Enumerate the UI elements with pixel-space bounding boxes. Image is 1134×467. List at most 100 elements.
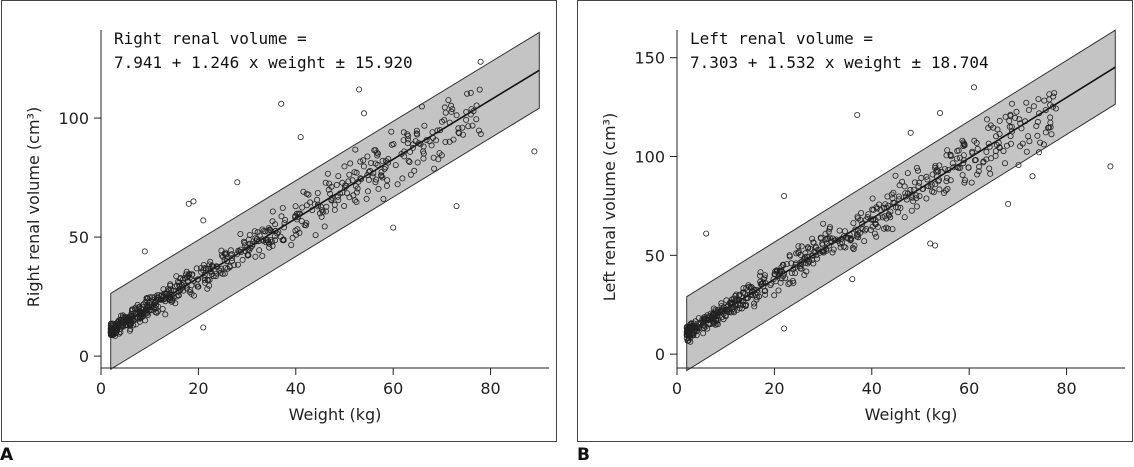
data-point bbox=[245, 236, 252, 243]
y-tick-label: 0 bbox=[655, 345, 665, 364]
data-point bbox=[807, 245, 814, 252]
data-point bbox=[713, 316, 720, 323]
data-point bbox=[314, 196, 321, 203]
data-point bbox=[448, 108, 455, 115]
data-point bbox=[719, 313, 726, 320]
data-point bbox=[748, 288, 755, 295]
data-point bbox=[253, 238, 260, 245]
data-point bbox=[144, 295, 151, 302]
data-point bbox=[174, 278, 181, 285]
data-point bbox=[349, 177, 356, 184]
data-point bbox=[849, 244, 856, 251]
data-point bbox=[1052, 105, 1059, 112]
data-point bbox=[190, 292, 197, 299]
data-point bbox=[360, 157, 367, 164]
data-point bbox=[954, 147, 961, 154]
data-point bbox=[350, 192, 357, 199]
data-point bbox=[356, 86, 363, 93]
data-point bbox=[193, 265, 200, 272]
data-point bbox=[136, 315, 143, 322]
data-point bbox=[902, 190, 909, 197]
data-point bbox=[246, 231, 253, 238]
panel-a: 0 20 40 60 80 0 50 100 Weight (kg) Right renal vo… bbox=[1, 0, 557, 442]
data-point bbox=[378, 173, 385, 180]
data-point bbox=[1018, 125, 1025, 132]
data-point bbox=[206, 282, 213, 289]
data-point bbox=[795, 249, 802, 256]
data-point bbox=[473, 116, 480, 123]
data-point bbox=[969, 148, 976, 155]
data-point bbox=[902, 193, 909, 200]
data-point bbox=[407, 171, 414, 178]
data-point bbox=[413, 127, 420, 134]
data-point bbox=[781, 192, 788, 199]
data-point bbox=[762, 291, 769, 298]
y-tick-label: 50 bbox=[645, 246, 665, 265]
data-point bbox=[852, 226, 859, 233]
data-point bbox=[353, 169, 360, 176]
data-point bbox=[331, 206, 338, 213]
data-point bbox=[795, 243, 802, 250]
data-point bbox=[255, 238, 262, 245]
data-point bbox=[751, 303, 758, 310]
data-point bbox=[783, 261, 790, 268]
data-point bbox=[1037, 139, 1044, 146]
data-point bbox=[174, 282, 181, 289]
data-point bbox=[1034, 118, 1041, 125]
data-point bbox=[453, 112, 460, 119]
data-point bbox=[986, 143, 993, 150]
data-point bbox=[885, 212, 892, 219]
data-point bbox=[201, 277, 208, 284]
data-point bbox=[438, 118, 445, 125]
data-point bbox=[911, 179, 918, 186]
data-point bbox=[700, 330, 707, 337]
data-point bbox=[938, 168, 945, 175]
data-point bbox=[390, 224, 397, 231]
data-point bbox=[303, 219, 310, 226]
data-point bbox=[877, 206, 884, 213]
data-point bbox=[936, 186, 943, 193]
data-point bbox=[442, 109, 449, 116]
data-point bbox=[365, 168, 372, 175]
data-point bbox=[293, 231, 300, 238]
data-point bbox=[322, 208, 329, 215]
data-point bbox=[316, 210, 323, 217]
data-point bbox=[910, 186, 917, 193]
data-point bbox=[759, 279, 766, 286]
data-point bbox=[1023, 99, 1030, 106]
data-point bbox=[378, 168, 385, 175]
data-point bbox=[810, 260, 817, 267]
data-point bbox=[936, 110, 943, 117]
data-point bbox=[728, 299, 735, 306]
data-point bbox=[913, 164, 920, 171]
data-point bbox=[160, 286, 167, 293]
data-point bbox=[1047, 124, 1054, 131]
data-point bbox=[876, 201, 883, 208]
data-point bbox=[321, 223, 328, 230]
data-point bbox=[353, 189, 360, 196]
data-point bbox=[1049, 103, 1056, 110]
data-point bbox=[459, 124, 466, 131]
data-point bbox=[226, 264, 233, 271]
data-point bbox=[162, 311, 169, 318]
data-point bbox=[374, 150, 381, 157]
data-point bbox=[802, 250, 809, 257]
data-point bbox=[855, 234, 862, 241]
data-point bbox=[822, 230, 829, 237]
data-point bbox=[996, 130, 1003, 137]
data-point bbox=[780, 272, 787, 279]
data-point bbox=[155, 303, 162, 310]
data-point bbox=[234, 179, 241, 186]
data-point bbox=[755, 293, 762, 300]
data-point bbox=[237, 246, 244, 253]
data-point bbox=[869, 206, 876, 213]
data-point bbox=[927, 240, 934, 247]
data-point bbox=[1035, 96, 1042, 103]
data-point bbox=[747, 284, 754, 291]
data-point bbox=[870, 216, 877, 223]
data-point bbox=[943, 152, 950, 159]
data-point bbox=[786, 252, 793, 259]
data-point bbox=[930, 189, 937, 196]
data-point bbox=[341, 163, 348, 170]
data-point bbox=[369, 173, 376, 180]
